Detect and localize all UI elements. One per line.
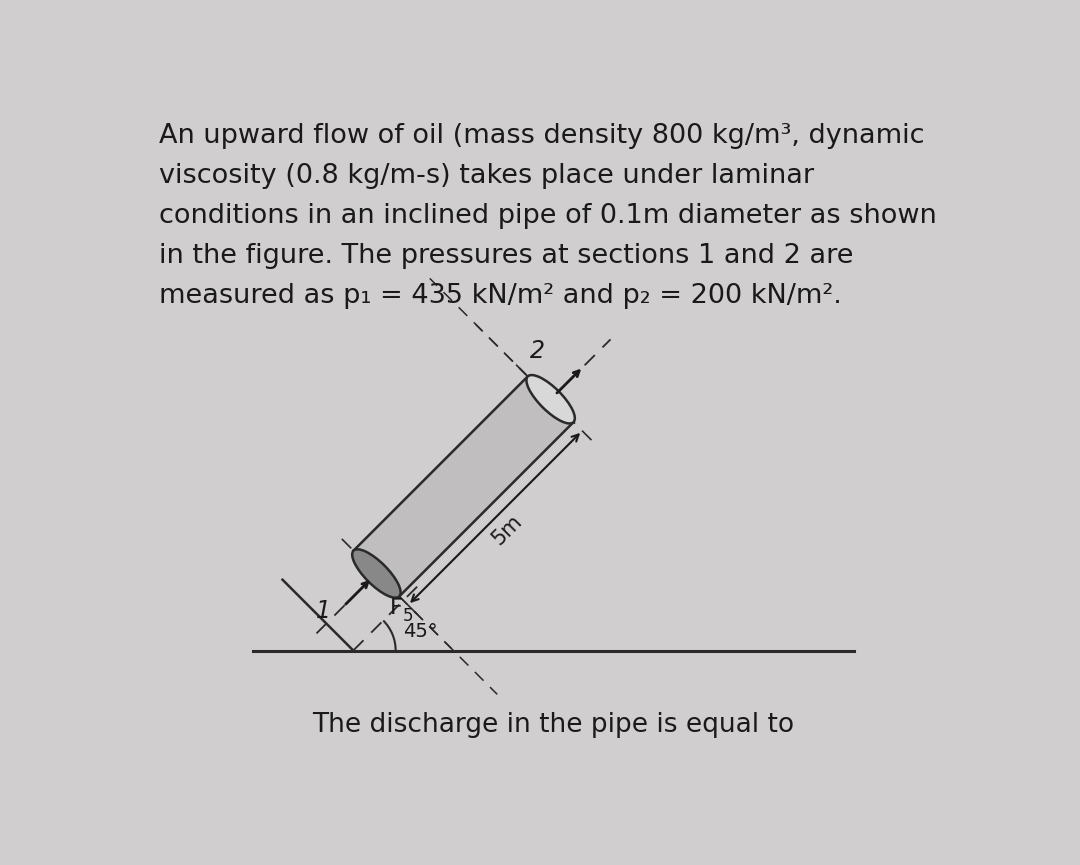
Text: An upward flow of oil (mass density 800 kg/m³, dynamic: An upward flow of oil (mass density 800 …	[159, 123, 924, 149]
Ellipse shape	[526, 375, 575, 424]
Text: F: F	[390, 599, 403, 618]
Text: 45°: 45°	[403, 622, 438, 641]
Text: conditions in an inclined pipe of 0.1m diameter as shown: conditions in an inclined pipe of 0.1m d…	[159, 203, 937, 229]
Text: viscosity (0.8 kg/m-s) takes place under laminar: viscosity (0.8 kg/m-s) takes place under…	[159, 163, 814, 189]
Text: measured as p₁ = 435 kN/m² and p₂ = 200 kN/m².: measured as p₁ = 435 kN/m² and p₂ = 200 …	[159, 283, 842, 309]
Text: The discharge in the pipe is equal to: The discharge in the pipe is equal to	[312, 712, 795, 738]
Text: 2: 2	[529, 339, 544, 363]
Text: in the figure. The pressures at sections 1 and 2 are: in the figure. The pressures at sections…	[159, 243, 854, 269]
Ellipse shape	[352, 549, 401, 598]
Text: 1: 1	[315, 599, 330, 624]
Text: 5m: 5m	[488, 511, 526, 549]
Text: 5: 5	[403, 607, 413, 625]
Polygon shape	[353, 376, 573, 596]
